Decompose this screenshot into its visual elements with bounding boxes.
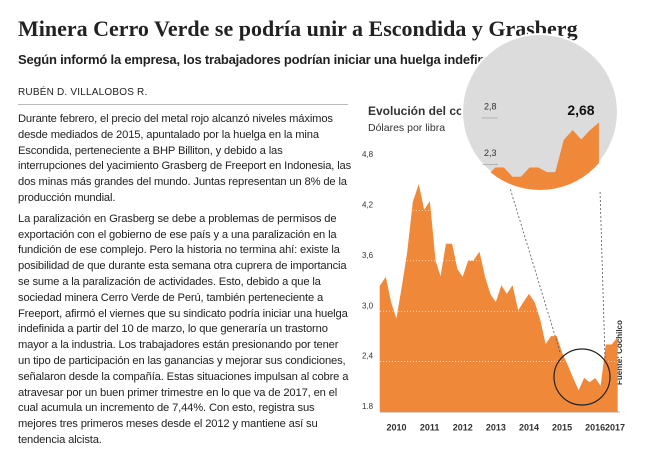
connector <box>599 189 606 359</box>
byline: RUBÉN D. VILLALOBOS R. <box>18 87 148 98</box>
x-tick-label: 2015 <box>552 422 572 432</box>
y-tick-label: 4,8 <box>362 150 374 159</box>
chart-subtitle: Dólares por libra <box>368 122 445 134</box>
connector <box>509 187 561 353</box>
article-body: Durante febrero, el precio del metal roj… <box>18 112 352 454</box>
divider <box>18 104 348 105</box>
subtitle: Según informó la empresa, los trabajador… <box>18 52 583 67</box>
main-chart: 1.8 2,4 3,0 3,6 4,2 4,8 2010 2011 2012 2013 2014 20… <box>362 150 625 432</box>
x-tick-label: 2016 <box>585 422 605 432</box>
y-tick-label: 3,0 <box>362 301 374 310</box>
y-tick-label: 4,2 <box>362 201 374 210</box>
area <box>379 184 618 413</box>
y-tick-label: 1.8 <box>484 194 497 204</box>
y-tick-label: 2,4 <box>362 352 374 361</box>
x-tick-label: 2014 <box>519 422 539 432</box>
y-tick-label: 2,8 <box>484 101 497 111</box>
y-tick-label: 1.8 <box>362 402 374 411</box>
x-tick-label: 2016 <box>519 212 542 223</box>
headline: Minera Cerro Verde se podría unir a Esco… <box>18 16 578 41</box>
x-tick-label: 2017 <box>605 422 625 432</box>
x-tick-label: 2013 <box>486 422 506 432</box>
paragraph: Durante febrero, el precio del metal roj… <box>18 113 352 204</box>
y-tick-label: 3,6 <box>362 251 374 260</box>
chart-title: Evolución del cobre <box>368 104 482 118</box>
x-tick-label: 17 <box>584 212 596 223</box>
source: Fuente: Cochilco <box>615 320 624 385</box>
y-tick-label: 2,3 <box>484 148 497 158</box>
highlight-circle <box>553 348 611 406</box>
value-label: 2,68 <box>567 102 594 118</box>
x-tick-label: 2010 <box>387 422 407 432</box>
x-tick-label: 2011 <box>420 422 440 432</box>
x-tick-label: 2012 <box>453 422 473 432</box>
paragraph: La paralización en Grasberg se debe a pr… <box>18 212 349 446</box>
